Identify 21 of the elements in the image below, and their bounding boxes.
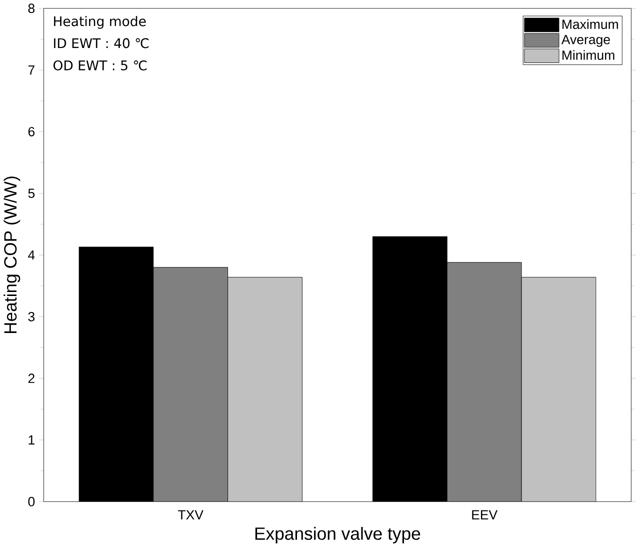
y-tick-label: 7 <box>28 65 34 75</box>
legend-label: Minimum <box>562 50 614 60</box>
y-tick-label: 0 <box>28 496 35 506</box>
y-tick-label: 8 <box>28 4 35 14</box>
x-axis-title: Expansion valve type <box>255 526 420 544</box>
y-tick-label: 2 <box>28 374 34 383</box>
annotation: Heating mode <box>54 16 146 29</box>
annotation: ID EWT : 40 ℃ <box>54 38 149 48</box>
y-tick-label: 6 <box>28 126 35 136</box>
y-tick-label: 4 <box>28 250 35 260</box>
legend-label: Maximum <box>562 19 618 29</box>
x-tick-label: TXV <box>178 510 204 520</box>
y-axis-title: Heating COP (W/W) <box>4 176 20 334</box>
y-tick-label: 1 <box>28 435 34 444</box>
bar <box>228 276 302 502</box>
x-tick-label: EEV <box>472 510 498 520</box>
bar <box>521 276 596 502</box>
y-tick-label: 5 <box>28 188 35 198</box>
annotation: OD EWT : 5 ℃ <box>53 60 147 70</box>
legend-label: Average <box>561 34 610 47</box>
y-tick-label: 3 <box>28 312 35 322</box>
